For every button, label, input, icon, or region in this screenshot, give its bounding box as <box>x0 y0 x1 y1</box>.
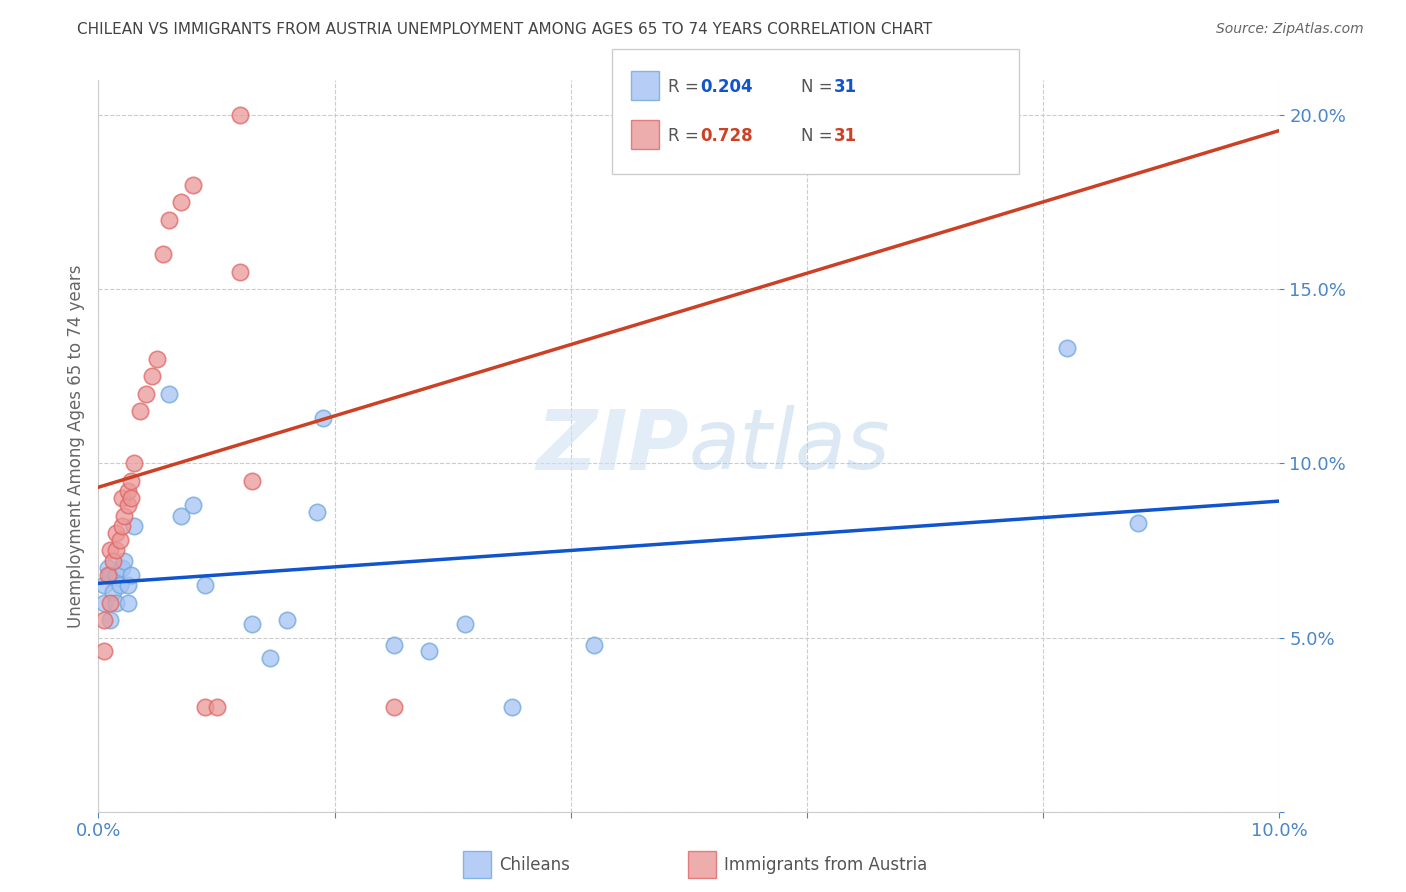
Point <box>121 567 143 582</box>
Point <box>117 596 139 610</box>
Point <box>128 404 150 418</box>
Text: R =: R = <box>668 128 704 145</box>
Point <box>111 491 134 506</box>
Point <box>93 644 115 658</box>
Point <box>105 543 128 558</box>
Point <box>98 596 121 610</box>
Text: Immigrants from Austria: Immigrants from Austria <box>724 856 928 874</box>
Point <box>157 386 180 401</box>
Point <box>98 543 121 558</box>
Point <box>98 613 121 627</box>
Point <box>105 567 128 582</box>
Point <box>305 505 328 519</box>
Point <box>229 265 252 279</box>
Point <box>117 498 139 512</box>
Point <box>108 578 131 592</box>
Point <box>312 411 335 425</box>
Text: atlas: atlas <box>689 406 890 486</box>
Point <box>121 474 143 488</box>
Point <box>101 585 124 599</box>
Point <box>152 247 174 261</box>
Point <box>122 519 145 533</box>
Text: CHILEAN VS IMMIGRANTS FROM AUSTRIA UNEMPLOYMENT AMONG AGES 65 TO 74 YEARS CORREL: CHILEAN VS IMMIGRANTS FROM AUSTRIA UNEMP… <box>77 22 932 37</box>
Point <box>97 567 120 582</box>
Text: N =: N = <box>801 128 838 145</box>
Text: 31: 31 <box>834 78 856 96</box>
Point <box>583 638 606 652</box>
Point <box>117 578 139 592</box>
Text: 0.728: 0.728 <box>700 128 752 145</box>
Point <box>1126 516 1149 530</box>
Point <box>501 700 523 714</box>
Point <box>141 369 163 384</box>
Text: 31: 31 <box>834 128 856 145</box>
Point <box>97 561 120 575</box>
Point <box>170 195 193 210</box>
Point <box>382 638 405 652</box>
Point <box>112 508 135 523</box>
Point <box>181 498 204 512</box>
Text: Source: ZipAtlas.com: Source: ZipAtlas.com <box>1216 22 1364 37</box>
Point <box>205 700 228 714</box>
Point <box>111 519 134 533</box>
Point <box>194 578 217 592</box>
Point <box>98 567 121 582</box>
Point <box>240 616 263 631</box>
Point <box>181 178 204 192</box>
Point <box>93 596 115 610</box>
Point <box>418 644 440 658</box>
Point <box>93 613 115 627</box>
Point <box>93 578 115 592</box>
Point <box>101 554 124 568</box>
Point <box>117 484 139 499</box>
Y-axis label: Unemployment Among Ages 65 to 74 years: Unemployment Among Ages 65 to 74 years <box>66 264 84 628</box>
Text: N =: N = <box>801 78 838 96</box>
Point <box>146 351 169 366</box>
Point <box>276 613 298 627</box>
Text: R =: R = <box>668 78 704 96</box>
Point <box>108 533 131 547</box>
Point <box>194 700 217 714</box>
Point <box>1056 342 1078 356</box>
Point <box>122 457 145 471</box>
Point <box>259 651 281 665</box>
Text: ZIP: ZIP <box>536 406 689 486</box>
Point <box>112 554 135 568</box>
Point <box>240 474 263 488</box>
Point <box>105 526 128 541</box>
Point <box>157 212 180 227</box>
Point <box>135 386 157 401</box>
Point <box>453 616 475 631</box>
Point <box>170 508 193 523</box>
Point <box>105 596 128 610</box>
Point <box>111 561 134 575</box>
Point <box>382 700 405 714</box>
Text: 0.204: 0.204 <box>700 78 752 96</box>
Point <box>121 491 143 506</box>
Text: Chileans: Chileans <box>499 856 569 874</box>
Point <box>229 108 252 122</box>
